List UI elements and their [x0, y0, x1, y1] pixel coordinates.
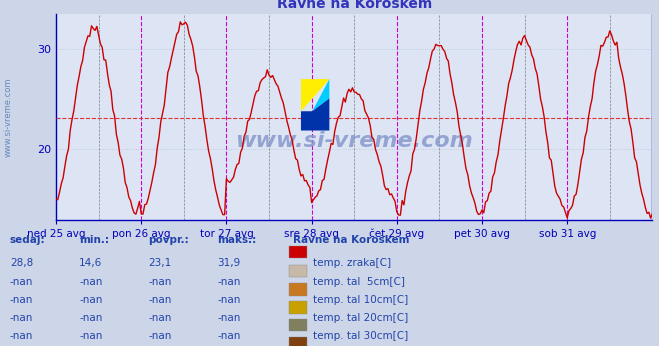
Text: -nan: -nan	[148, 313, 171, 323]
Text: maks.:: maks.:	[217, 235, 257, 245]
Text: -nan: -nan	[148, 276, 171, 286]
Polygon shape	[301, 98, 330, 130]
Text: -nan: -nan	[10, 276, 33, 286]
Text: 28,8: 28,8	[10, 257, 33, 267]
Text: www.si-vreme.com: www.si-vreme.com	[4, 77, 13, 156]
Text: temp. tal 10cm[C]: temp. tal 10cm[C]	[313, 295, 409, 306]
Text: -nan: -nan	[217, 276, 241, 286]
Text: 23,1: 23,1	[148, 257, 171, 267]
Polygon shape	[301, 79, 330, 111]
Text: temp. tal 30cm[C]: temp. tal 30cm[C]	[313, 331, 409, 341]
Text: -nan: -nan	[79, 331, 102, 341]
Text: -nan: -nan	[10, 313, 33, 323]
Text: -nan: -nan	[79, 295, 102, 306]
Text: 14,6: 14,6	[79, 257, 102, 267]
Text: temp. zraka[C]: temp. zraka[C]	[313, 257, 391, 267]
Text: -nan: -nan	[217, 313, 241, 323]
Text: -nan: -nan	[79, 276, 102, 286]
Text: -nan: -nan	[217, 331, 241, 341]
Bar	[289, 246, 307, 258]
Bar	[289, 283, 307, 296]
Text: -nan: -nan	[217, 295, 241, 306]
Text: -nan: -nan	[10, 331, 33, 341]
Text: -nan: -nan	[148, 295, 171, 306]
Text: temp. tal  5cm[C]: temp. tal 5cm[C]	[313, 276, 405, 286]
Polygon shape	[312, 79, 330, 111]
Text: povpr.:: povpr.:	[148, 235, 189, 245]
Text: -nan: -nan	[148, 331, 171, 341]
Bar	[289, 319, 307, 331]
Text: min.:: min.:	[79, 235, 109, 245]
Bar	[289, 337, 307, 346]
Bar	[289, 265, 307, 277]
Text: Ravne na Koroškem: Ravne na Koroškem	[293, 235, 410, 245]
Text: 31,9: 31,9	[217, 257, 241, 267]
Text: temp. tal 20cm[C]: temp. tal 20cm[C]	[313, 313, 409, 323]
Text: www.si-vreme.com: www.si-vreme.com	[235, 131, 473, 152]
Title: Ravne na Koroškem: Ravne na Koroškem	[277, 0, 432, 11]
Text: sedaj:: sedaj:	[10, 235, 45, 245]
Bar	[289, 301, 307, 314]
Text: -nan: -nan	[79, 313, 102, 323]
Text: -nan: -nan	[10, 295, 33, 306]
